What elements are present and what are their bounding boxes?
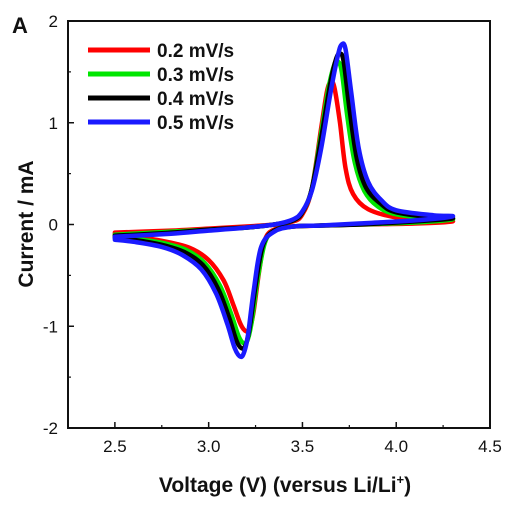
legend-label: 0.4 mV/s [157,89,234,110]
panel-label: A [12,13,28,38]
x-tick-label: 3.5 [291,437,315,456]
y-tick-label: 2 [49,12,58,31]
x-tick-label: 4.5 [478,437,502,456]
series-layer [112,41,456,360]
legend-label: 0.2 mV/s [157,41,234,62]
x-tick-label: 2.5 [103,437,127,456]
x-tick-label: 4.0 [384,437,408,456]
legend: 0.2 mV/s 0.3 mV/s 0.4 mV/s 0.5 mV/s [88,41,234,134]
x-axis-label-superscript: + [397,472,405,487]
y-tick-label: -2 [43,419,58,438]
series-line-3 [112,41,456,360]
y-axis-ticks: -2 -1 0 1 2 [43,12,74,438]
legend-label: 0.3 mV/s [157,65,234,86]
x-axis-label-suffix: ) [404,474,411,497]
y-axis-label: Current / mA [15,160,38,287]
x-axis-label: Voltage (V) (versus Li/Li+) [159,472,411,497]
x-tick-label: 3.0 [197,437,221,456]
x-axis-ticks: 2.5 3.0 3.5 4.0 4.5 [103,422,502,456]
y-tick-label: 0 [49,216,58,235]
legend-label: 0.5 mV/s [157,113,234,134]
y-tick-label: 1 [49,114,58,133]
x-axis-label-main: Voltage (V) (versus Li/Li [159,474,397,497]
y-tick-label: -1 [43,317,58,336]
